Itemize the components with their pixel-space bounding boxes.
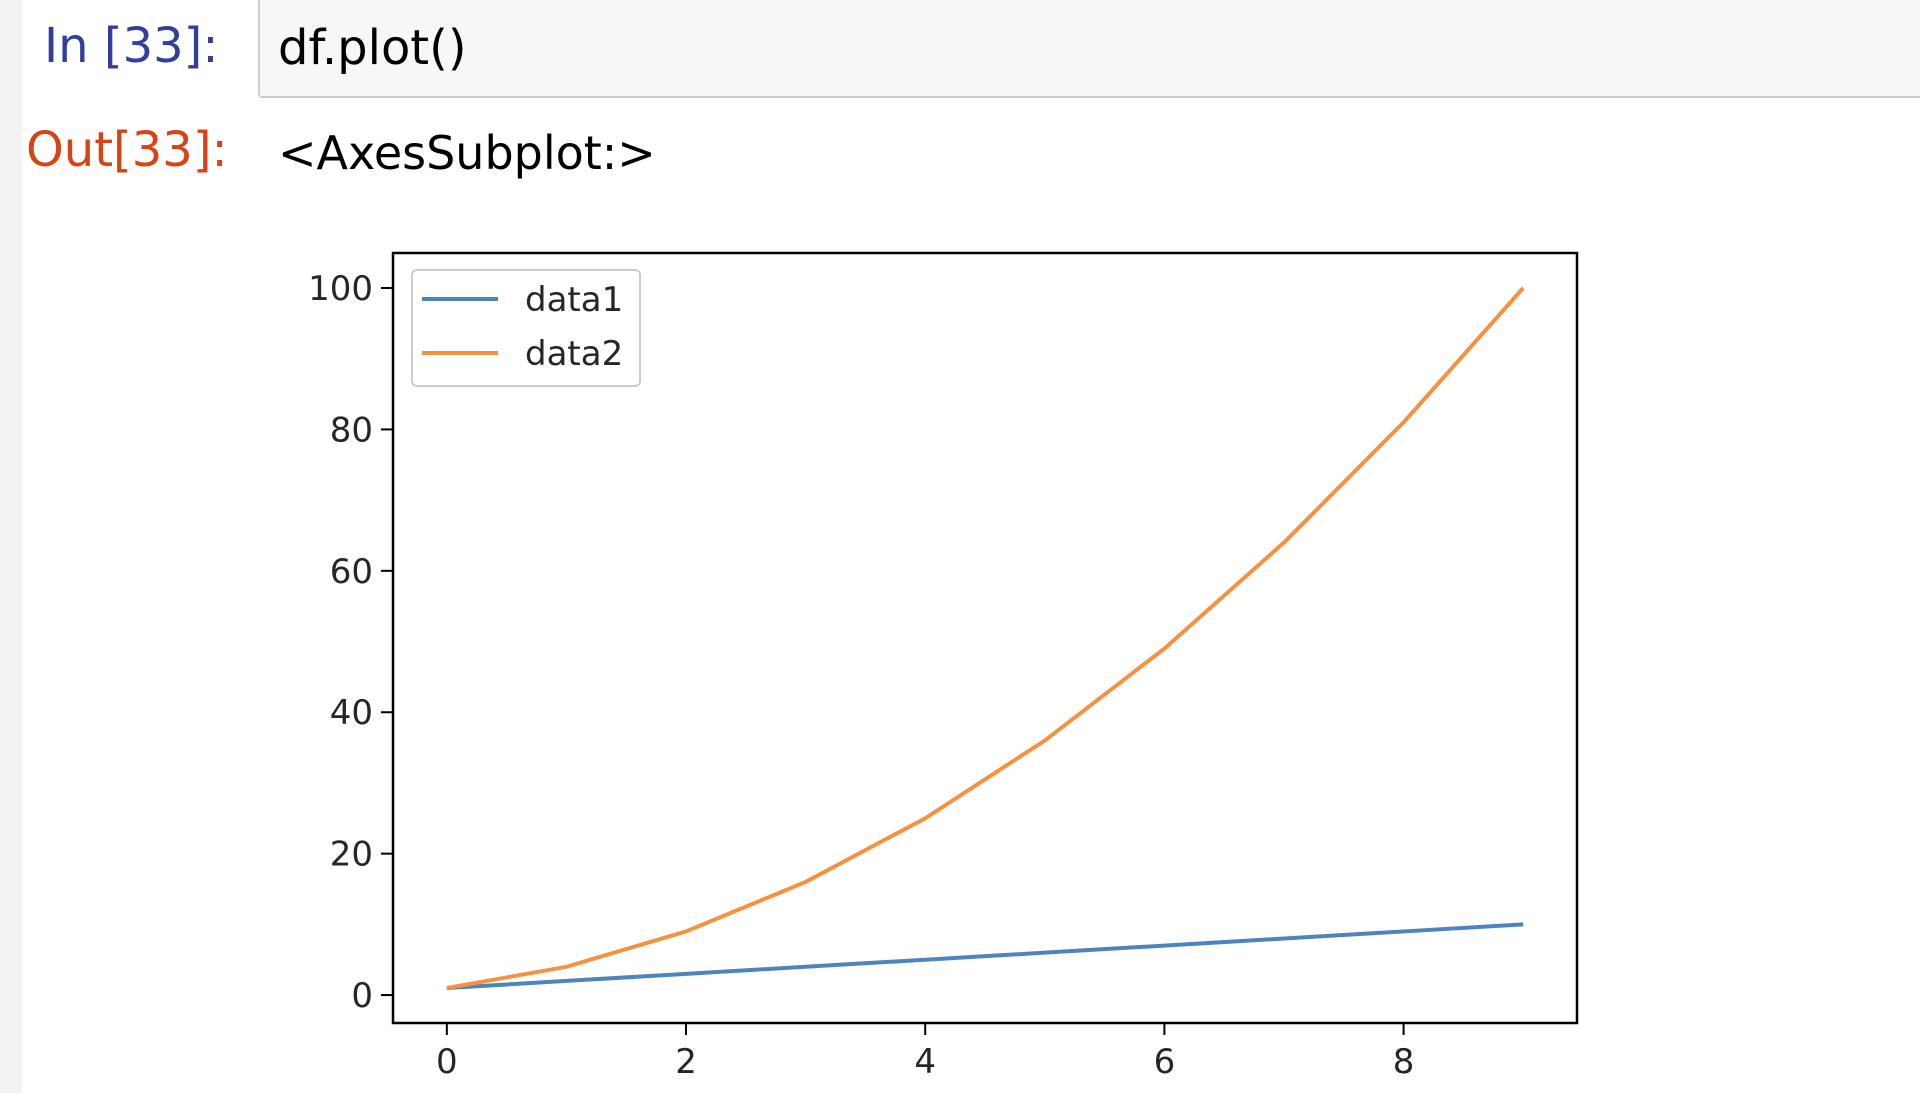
code-text[interactable]: df.plot() (278, 20, 467, 76)
series-layer (446, 286, 1525, 990)
y-tick-label: 0 (351, 976, 373, 1016)
x-tick-label: 4 (914, 1042, 936, 1082)
code-cell-editor[interactable]: df.plot() (258, 0, 1920, 98)
y-tick-label: 40 (330, 693, 373, 733)
x-tick-label: 6 (1154, 1042, 1176, 1082)
y-tick-label: 80 (330, 410, 373, 450)
series-line-data2 (446, 286, 1525, 990)
y-tick-label: 20 (330, 835, 373, 875)
x-tick-label: 8 (1393, 1042, 1415, 1082)
plot-area (391, 251, 1579, 1025)
input-prompt: In [33]: (44, 18, 219, 74)
x-axis: 0 2 4 6 8 (436, 1023, 1414, 1082)
output-text: <AxesSubplot:> (278, 126, 656, 180)
legend-label-data2: data2 (525, 334, 623, 374)
y-tick-label: 60 (330, 552, 373, 592)
x-tick-label: 2 (675, 1042, 697, 1082)
legend-label-data1: data1 (525, 280, 623, 320)
series-line-data1 (446, 922, 1524, 990)
output-prompt: Out[33]: (26, 122, 228, 178)
x-tick-label: 0 (436, 1042, 458, 1082)
legend: data1 data2 (411, 269, 641, 387)
y-axis: 0 20 40 60 80 100 (308, 269, 393, 1016)
gutter (0, 0, 22, 1093)
y-tick-label: 100 (308, 269, 373, 309)
